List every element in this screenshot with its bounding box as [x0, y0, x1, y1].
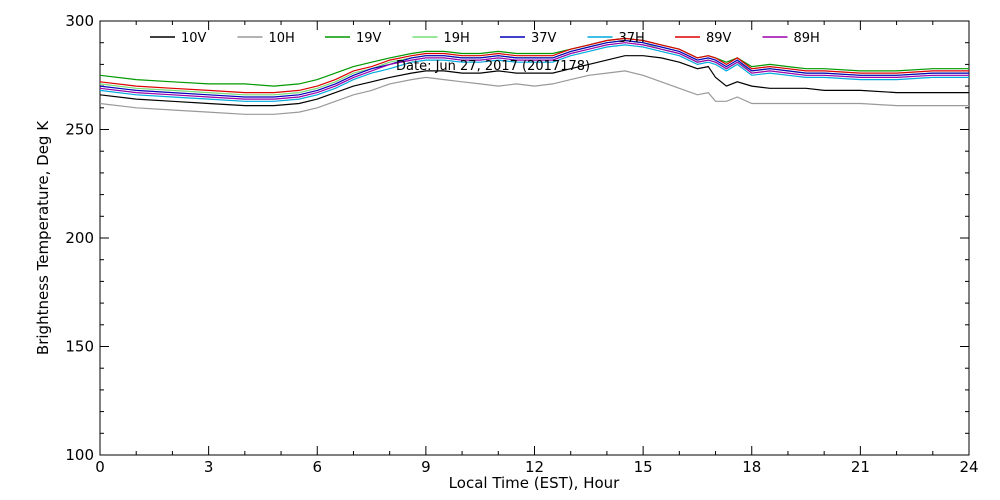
- x-tick-label: 3: [204, 458, 214, 476]
- y-tick-label: 200: [65, 229, 94, 247]
- x-tick-label: 6: [312, 458, 322, 476]
- y-tick-label: 100: [65, 446, 94, 464]
- series-line-37v: [99, 39, 969, 98]
- x-tick-label: 0: [95, 458, 105, 476]
- series-lines: [99, 37, 969, 115]
- x-tick-label: 18: [742, 458, 761, 476]
- series-line-37h: [99, 44, 969, 102]
- legend: 10V 10H 19V 19H 37V 37H 89V 89H: [150, 31, 820, 46]
- date-annotation: Date: Jun 27, 2017 (2017178): [396, 59, 590, 74]
- axis-ticks: [99, 20, 970, 456]
- x-tick-label: 24: [959, 458, 978, 476]
- series-line-10h: [99, 70, 969, 115]
- x-tick-label: 9: [421, 458, 431, 476]
- series-line-10v: [99, 55, 969, 107]
- x-tick-label: 21: [851, 458, 870, 476]
- y-tick-label: 150: [65, 338, 94, 356]
- y-tick-label: 250: [65, 121, 94, 139]
- legend-label: 10H: [269, 31, 295, 46]
- legend-label: 19V: [356, 31, 382, 46]
- axis-tick-labels: 0 3 6 9 12 15 18 21 24 100 150 200 250 300: [65, 12, 978, 476]
- x-axis-label: Local Time (EST), Hour: [449, 474, 620, 492]
- series-line-89h: [99, 42, 969, 100]
- y-tick-label: 300: [65, 12, 94, 30]
- legend-label: 37H: [619, 31, 645, 46]
- x-tick-label: 15: [634, 458, 653, 476]
- y-axis-label: Brightness Temperature, Deg K: [34, 120, 52, 355]
- x-tick-label: 12: [525, 458, 544, 476]
- legend-label: 89V: [706, 31, 732, 46]
- legend-label: 10V: [181, 31, 207, 46]
- legend-label: 89H: [794, 31, 820, 46]
- legend-label: 19H: [444, 31, 470, 46]
- series-line-19v: [99, 37, 969, 87]
- legend-label: 37V: [531, 31, 557, 46]
- series-line-89v: [99, 37, 969, 94]
